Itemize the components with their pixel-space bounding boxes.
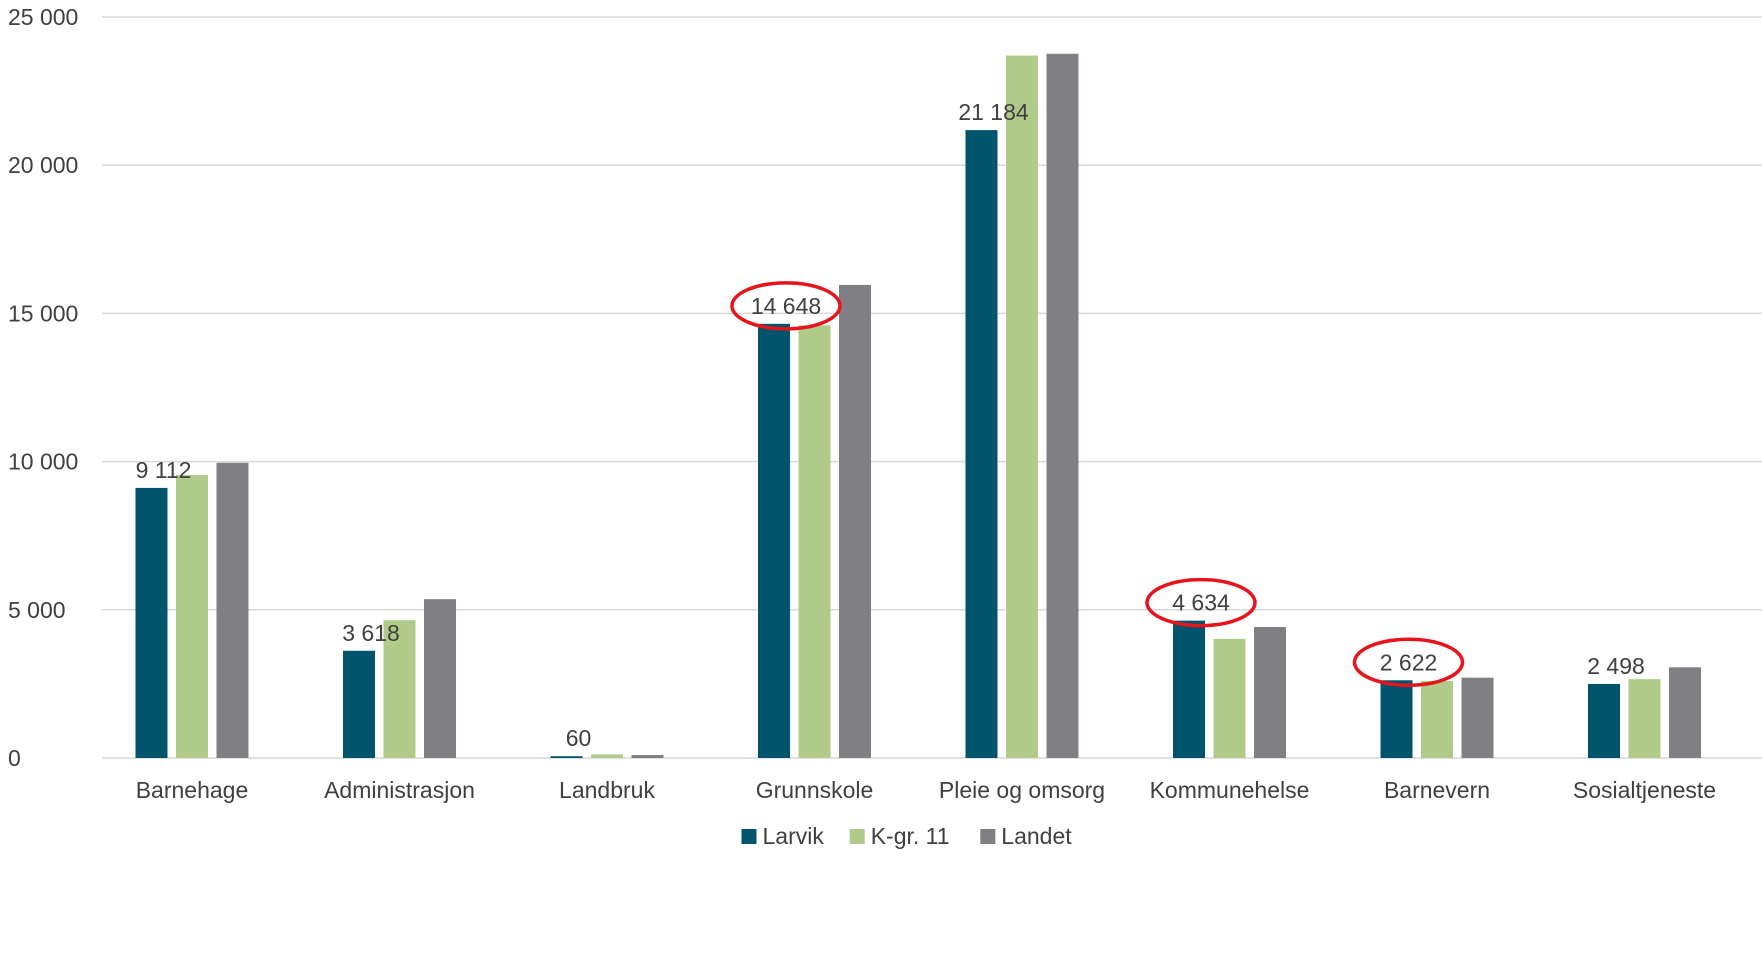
category-label-barnevern: Barnevern <box>1384 777 1490 803</box>
bar-k-gr-11-grunnskole <box>798 325 831 758</box>
bar-landet-grunnskole <box>839 284 871 758</box>
bar-larvik-barnevern <box>1380 680 1413 758</box>
y-axis-tick-labels: 0 5 000 10 000 15 000 20 000 25 000 <box>8 4 78 771</box>
legend-swatch-k-gr-11 <box>849 829 865 844</box>
category-label-barnehage: Barnehage <box>136 777 249 803</box>
legend-label-k-gr-11: K-gr. 11 <box>871 823 950 849</box>
bar-landet-kommunehelse <box>1254 626 1286 758</box>
bar-k-gr-11-kommunehelse <box>1213 638 1246 758</box>
legend-label-landet: Landet <box>1001 823 1072 849</box>
bar-k-gr-11-barnevern <box>1421 680 1453 758</box>
bar-larvik-grunnskole <box>758 323 790 758</box>
bar-larvik-kommunehelse <box>1173 620 1205 758</box>
category-label-kommunehelse: Kommunehelse <box>1150 777 1310 803</box>
legend-label-larvik: Larvik <box>763 823 825 849</box>
bar-k-gr-11-administrasjon <box>383 620 416 758</box>
bar-landet-sosialtjeneste <box>1669 667 1701 758</box>
bar-k-gr-11-barnehage <box>176 474 208 758</box>
y-tick-label: 10 000 <box>8 449 78 475</box>
legend: Larvik K-gr. 11 Landet <box>741 823 1072 849</box>
bar-larvik-pleie-og-omsorg <box>965 130 998 758</box>
legend-swatch-landet <box>980 829 996 844</box>
bar-landet-pleie-og-omsorg <box>1046 53 1079 758</box>
data-label-kommunehelse: 4 634 <box>1172 590 1230 616</box>
x-axis-category-labels: Barnehage Administrasjon Landbruk Grunnskol… <box>136 777 1716 803</box>
bar-k-gr-11-sosialtjeneste <box>1628 679 1661 758</box>
gridlines <box>102 16 1762 759</box>
highlight-ellipse-kommunehelse <box>1145 577 1257 628</box>
bar-larvik-administrasjon <box>343 650 375 758</box>
category-label-grunnskole: Grunnskole <box>756 777 874 803</box>
y-tick-label: 0 <box>8 745 21 771</box>
y-tick-label: 5 000 <box>8 597 66 623</box>
category-label-administrasjon: Administrasjon <box>324 777 475 803</box>
data-label-barnevern: 2 622 <box>1380 649 1438 675</box>
y-tick-label: 25 000 <box>8 4 78 30</box>
bar-landet-barnevern <box>1461 677 1494 758</box>
bar-larvik-sosialtjeneste <box>1588 683 1620 758</box>
bar-landet-barnehage <box>216 462 249 758</box>
highlight-ellipse-barnevern <box>1352 637 1465 688</box>
category-label-pleie-og-omsorg: Pleie og omsorg <box>939 777 1105 803</box>
bar-k-gr-11-pleie-og-omsorg <box>1006 55 1038 759</box>
category-label-landbruk: Landbruk <box>559 777 655 803</box>
highlight-ellipse-grunnskole <box>730 281 842 331</box>
bar-larvik-landbruk <box>550 756 583 758</box>
data-label-landbruk: 60 <box>566 725 592 751</box>
highlight-ellipses <box>730 281 1465 688</box>
data-label-administrasjon: 3 618 <box>342 620 400 646</box>
data-label-grunnskole: 14 648 <box>751 293 821 319</box>
y-tick-label: 20 000 <box>8 152 78 178</box>
category-label-sosialtjeneste: Sosialtjeneste <box>1573 777 1716 803</box>
bar-landet-administrasjon <box>424 599 456 758</box>
legend-swatch-larvik <box>741 829 757 844</box>
bars <box>135 53 1701 759</box>
data-label-barnehage: 9 112 <box>136 457 192 483</box>
bar-k-gr-11-landbruk <box>591 754 623 758</box>
y-tick-label: 15 000 <box>8 300 78 326</box>
data-label-sosialtjeneste: 2 498 <box>1587 653 1645 679</box>
bar-larvik-barnehage <box>135 487 168 758</box>
data-labels: 9 112 3 618 60 14 648 21 184 4 634 2 622 2 498 <box>136 99 1645 751</box>
data-label-pleie-og-omsorg: 21 184 <box>958 99 1029 125</box>
bar-landet-landbruk <box>631 755 664 758</box>
